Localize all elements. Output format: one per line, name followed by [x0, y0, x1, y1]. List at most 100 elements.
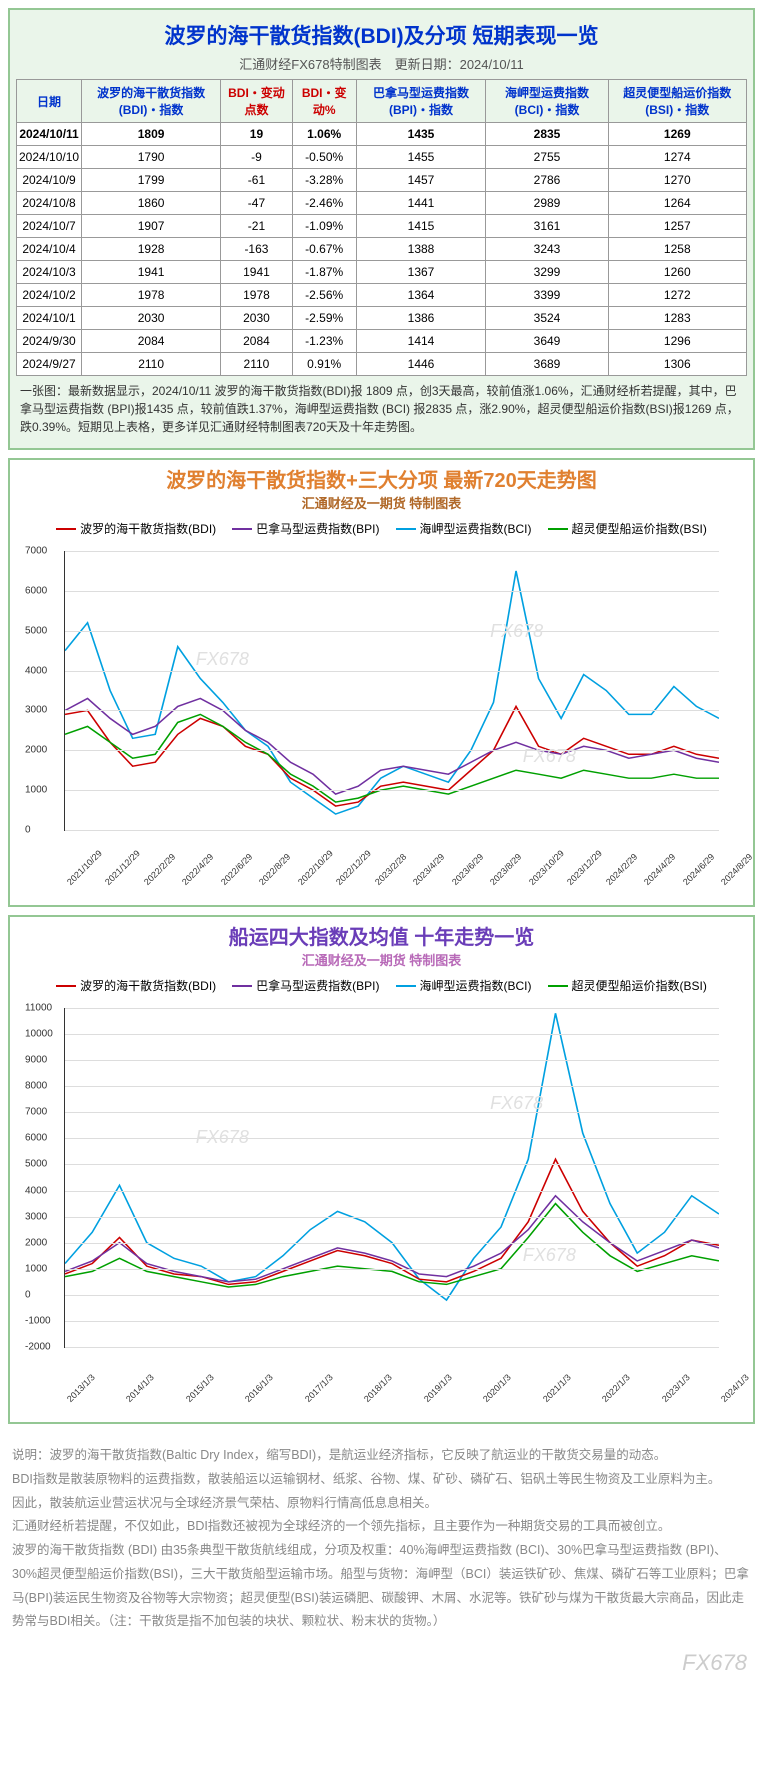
table-row: 2024/10/91799-61-3.28%145727861270 [17, 169, 747, 192]
table-cell: 1907 [82, 215, 221, 238]
table-cell: 2786 [486, 169, 608, 192]
legend-label: 海岬型运费指数(BCI) [420, 520, 532, 537]
table-cell: 2024/10/8 [17, 192, 82, 215]
chart2-area: -2000-1000010002000300040005000600070008… [64, 1008, 719, 1348]
y-axis-tick: 0 [25, 825, 31, 836]
table-cell: 1446 [356, 353, 486, 376]
explanation-p2: BDI指数是散装原物料的运费指数，散装船运以运输钢材、纸浆、谷物、煤、矿砂、磷矿… [12, 1468, 751, 1492]
x-axis-tick: 2017/1/3 [303, 1372, 335, 1404]
legend-item: 巴拿马型运费指数(BPI) [232, 977, 379, 994]
y-axis-tick: 7000 [25, 546, 47, 557]
y-axis-tick: 1000 [25, 1263, 47, 1274]
table-cell: 1435 [356, 123, 486, 146]
x-axis-tick: 2022/6/29 [219, 852, 254, 887]
x-axis-tick: 2024/8/29 [719, 852, 754, 887]
table-cell: 2110 [82, 353, 221, 376]
chart1-area: 010002000300040005000600070002021/10/292… [64, 551, 719, 831]
table-cell: 1269 [608, 123, 746, 146]
legend-line-icon [548, 528, 568, 530]
table-cell: -0.67% [292, 238, 356, 261]
table-cell: -2.46% [292, 192, 356, 215]
y-axis-tick: 2000 [25, 745, 47, 756]
chart1-subtitle: 汇通财经及一期货 特制图表 [14, 493, 749, 516]
y-axis-tick: 5000 [25, 1159, 47, 1170]
legend-line-icon [56, 985, 76, 987]
y-axis-tick: 6000 [25, 1133, 47, 1144]
watermark-footer: FX678 [666, 1646, 763, 1680]
table-cell: 1928 [82, 238, 221, 261]
table-cell: -2.59% [292, 307, 356, 330]
table-row: 2024/10/41928-163-0.67%138832431258 [17, 238, 747, 261]
table-cell: 1306 [608, 353, 746, 376]
table-panel: 波罗的海干散货指数(BDI)及分项 短期表现一览 汇通财经FX678特制图表 更… [8, 8, 755, 450]
y-axis-tick: 11000 [25, 1003, 52, 1014]
legend-item: 超灵便型船运价指数(BSI) [548, 520, 707, 537]
x-axis-tick: 2021/12/29 [103, 848, 142, 887]
table-row: 2024/10/219781978-2.56%136433991272 [17, 284, 747, 307]
table-header: 波罗的海干散货指数(BDI)・指数 [82, 80, 221, 123]
chart2-subtitle: 汇通财经及一期货 特制图表 [14, 950, 749, 973]
table-cell: 3649 [486, 330, 608, 353]
table-cell: 1367 [356, 261, 486, 284]
table-row: 2024/10/111809191.06%143528351269 [17, 123, 747, 146]
table-cell: 1941 [82, 261, 221, 284]
series-line-bpi [65, 698, 719, 794]
table-row: 2024/10/101790-9-0.50%145527551274 [17, 146, 747, 169]
table-cell: -1.23% [292, 330, 356, 353]
table-cell: 1415 [356, 215, 486, 238]
legend-line-icon [232, 528, 252, 530]
legend-item: 海岬型运费指数(BCI) [396, 520, 532, 537]
table-cell: 2084 [221, 330, 293, 353]
table-cell: 2030 [82, 307, 221, 330]
legend-line-icon [56, 528, 76, 530]
explanation-p3: 因此，散装航运业营运状况与全球经济景气荣枯、原物料行情高低息息相关。 [12, 1492, 751, 1516]
table-cell: 3689 [486, 353, 608, 376]
legend-item: 超灵便型船运价指数(BSI) [548, 977, 707, 994]
table-cell: -21 [221, 215, 293, 238]
table-cell: 2835 [486, 123, 608, 146]
x-axis-tick: 2023/6/29 [450, 852, 485, 887]
table-cell: 2755 [486, 146, 608, 169]
table-cell: 2024/10/10 [17, 146, 82, 169]
x-axis-tick: 2024/4/29 [642, 852, 677, 887]
table-cell: 2024/10/2 [17, 284, 82, 307]
y-axis-tick: 1000 [25, 785, 47, 796]
table-cell: 1809 [82, 123, 221, 146]
x-axis-tick: 2022/4/29 [180, 852, 215, 887]
table-cell: 2024/10/11 [17, 123, 82, 146]
table-cell: 3161 [486, 215, 608, 238]
table-cell: 2024/10/1 [17, 307, 82, 330]
y-axis-tick: 4000 [25, 665, 47, 676]
y-axis-tick: 7000 [25, 1107, 47, 1118]
table-cell: 3524 [486, 307, 608, 330]
x-axis-tick: 2014/1/3 [124, 1372, 156, 1404]
table-header: 海岬型运费指数(BCI)・指数 [486, 80, 608, 123]
table-cell: 2024/9/27 [17, 353, 82, 376]
explanation-text: 说明：波罗的海干散货指数(Baltic Dry Index，缩写BDI)，是航运… [0, 1432, 763, 1646]
x-axis-tick: 2023/10/29 [527, 848, 566, 887]
table-cell: 1414 [356, 330, 486, 353]
table-cell: 2030 [221, 307, 293, 330]
table-subtitle: 汇通财经FX678特制图表 更新日期：2024/10/11 [16, 54, 747, 79]
legend-item: 波罗的海干散货指数(BDI) [56, 520, 216, 537]
x-axis-tick: 2024/1/3 [719, 1372, 751, 1404]
x-axis-tick: 2023/4/29 [411, 852, 446, 887]
table-cell: 1264 [608, 192, 746, 215]
x-axis-tick: 2022/1/3 [600, 1372, 632, 1404]
table-title: 波罗的海干散货指数(BDI)及分项 短期表现一览 [16, 16, 747, 54]
table-cell: 2110 [221, 353, 293, 376]
table-cell: 1457 [356, 169, 486, 192]
x-axis-tick: 2022/8/29 [257, 852, 292, 887]
series-line-bci [65, 571, 719, 814]
y-axis-tick: 5000 [25, 625, 47, 636]
x-axis-tick: 2019/1/3 [422, 1372, 454, 1404]
table-cell: 1441 [356, 192, 486, 215]
explanation-p5: 波罗的海干散货指数 (BDI) 由35条典型干散货航线组成，分项及权重：40%海… [12, 1539, 751, 1634]
chart1-title: 波罗的海干散货指数+三大分项 最新720天走势图 [14, 464, 749, 493]
legend-line-icon [396, 985, 416, 987]
series-line-bsi [65, 714, 719, 802]
table-cell: 1388 [356, 238, 486, 261]
table-cell: 1386 [356, 307, 486, 330]
y-axis-tick: 3000 [25, 1211, 47, 1222]
table-row: 2024/9/27211021100.91%144636891306 [17, 353, 747, 376]
